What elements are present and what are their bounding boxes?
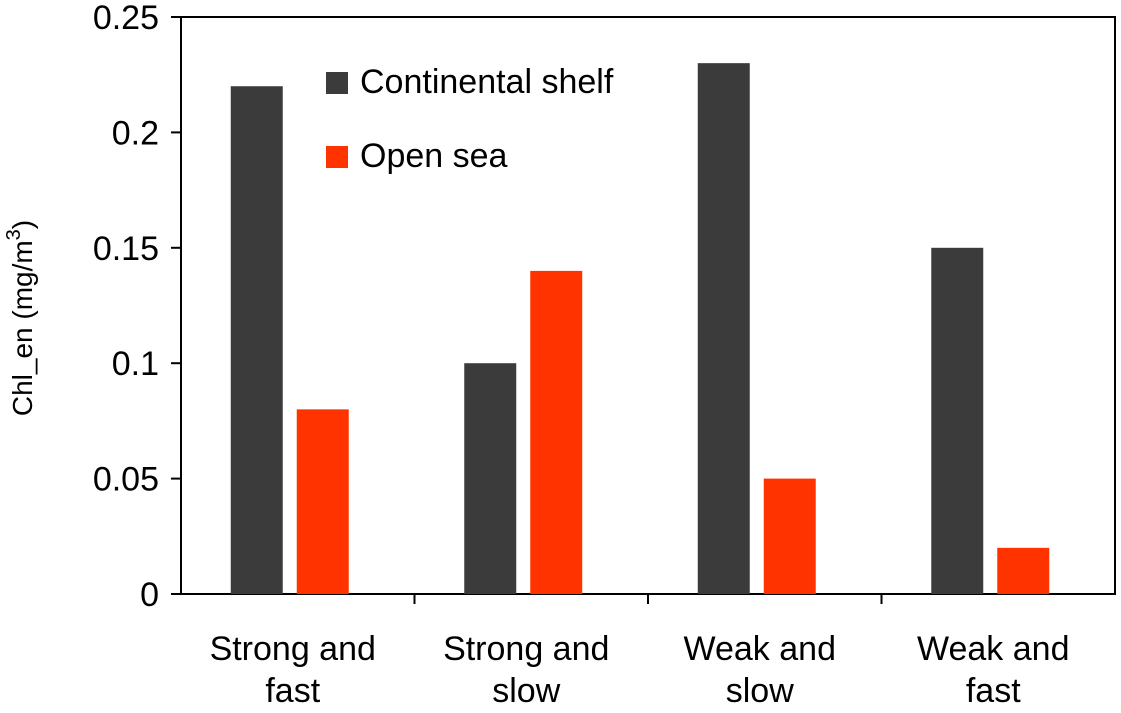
x-category-label-line: Weak and	[684, 630, 836, 668]
x-category-label-line: Strong and	[443, 630, 609, 668]
x-axis: Strong and fast Strong and slow Weak and slow…	[210, 594, 1069, 710]
legend-swatch	[326, 72, 348, 94]
bar-open-sea	[997, 547, 1050, 594]
x-category-label: Weak and slow	[684, 630, 836, 710]
y-axis: 0 0.05 0.1 0.15 0.2 0.25	[93, 0, 181, 614]
y-axis-label-close: )	[7, 220, 38, 229]
legend: Continental shelf Open sea	[326, 63, 614, 175]
legend-label: Open sea	[360, 137, 508, 175]
bar-open-sea	[763, 478, 816, 594]
bars	[230, 63, 1050, 595]
x-category-label-line: Strong and	[210, 630, 376, 668]
bar-open-sea	[296, 409, 349, 594]
y-axis-label-main: Chl_en (mg/m	[7, 240, 38, 416]
x-category-label: Weak and fast	[917, 630, 1069, 710]
x-category-label-line: fast	[265, 672, 320, 710]
x-category-label: Strong and slow	[443, 630, 609, 710]
y-tick-label: 0.15	[93, 230, 159, 268]
y-tick-label: 0.2	[112, 114, 159, 152]
y-tick-label: 0	[140, 576, 159, 614]
bar-continental-shelf	[230, 86, 283, 595]
y-tick-label: 0.25	[93, 0, 159, 37]
y-axis-label: Chl_en (mg/m3)	[3, 220, 38, 416]
y-axis-label-superscript: 3	[3, 229, 25, 240]
bar-continental-shelf	[931, 247, 984, 595]
x-category-label: Strong and fast	[210, 630, 376, 710]
y-tick-label: 0.05	[93, 461, 159, 499]
x-category-label-line: Weak and	[917, 630, 1069, 668]
x-category-label-line: slow	[726, 672, 794, 710]
x-category-label-line: slow	[492, 672, 560, 710]
bar-open-sea	[530, 270, 583, 594]
legend-label: Continental shelf	[360, 63, 614, 101]
bar-continental-shelf	[697, 63, 750, 595]
legend-swatch	[326, 146, 348, 168]
y-tick-label: 0.1	[112, 345, 159, 383]
x-category-label-line: fast	[966, 672, 1021, 710]
bar-continental-shelf	[464, 363, 517, 594]
